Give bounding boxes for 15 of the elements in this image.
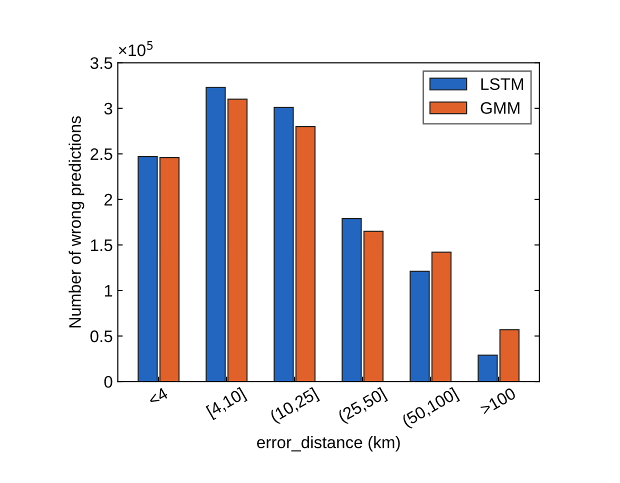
text: ×10$^{5}$ [118,41,153,56]
y-tick-label: 0.5 [90,330,112,342]
y-tick-label: 0 [104,376,112,388]
y-tick-label: 2 [104,194,112,206]
y-tick-label: 3 [104,102,112,115]
y-tick-label: 2.5 [90,148,112,160]
x-tick-label: >100 [479,387,517,416]
y-tick-label: 3.5 [90,57,112,69]
legend-label: GMM [480,102,520,114]
y-tick-label: 1 [104,285,112,297]
y-tick-label: 1.5 [91,240,112,252]
legend-label: LSTM [481,78,524,90]
x-axis-title: error_distance (km) [257,436,400,452]
x-tick-label: <4 [148,387,169,406]
y-axis-title: Number of wrong predictions [68,116,84,328]
